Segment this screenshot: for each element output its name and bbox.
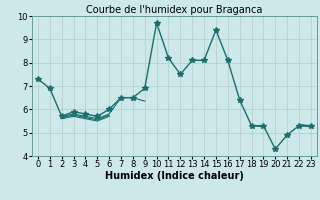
X-axis label: Humidex (Indice chaleur): Humidex (Indice chaleur) xyxy=(105,171,244,181)
Title: Courbe de l'humidex pour Braganca: Courbe de l'humidex pour Braganca xyxy=(86,5,263,15)
